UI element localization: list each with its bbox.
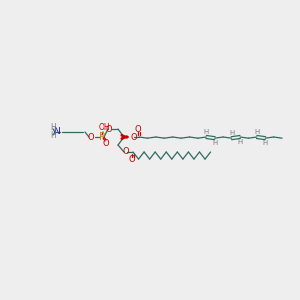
Text: O: O <box>88 133 94 142</box>
Text: H: H <box>50 124 56 133</box>
Text: O: O <box>103 140 109 148</box>
Text: H: H <box>212 140 218 146</box>
Text: H: H <box>204 129 209 135</box>
Text: P: P <box>99 132 105 142</box>
Text: H: H <box>254 129 260 135</box>
Text: O: O <box>123 148 129 157</box>
Text: H: H <box>50 131 56 140</box>
Text: O: O <box>106 124 112 134</box>
Text: H: H <box>262 140 268 146</box>
Text: H: H <box>229 130 234 136</box>
Text: N: N <box>54 128 60 136</box>
Text: O: O <box>131 133 137 142</box>
Text: O: O <box>129 154 135 164</box>
Text: O: O <box>135 125 141 134</box>
Text: H: H <box>237 139 243 145</box>
Text: OH: OH <box>98 124 110 133</box>
